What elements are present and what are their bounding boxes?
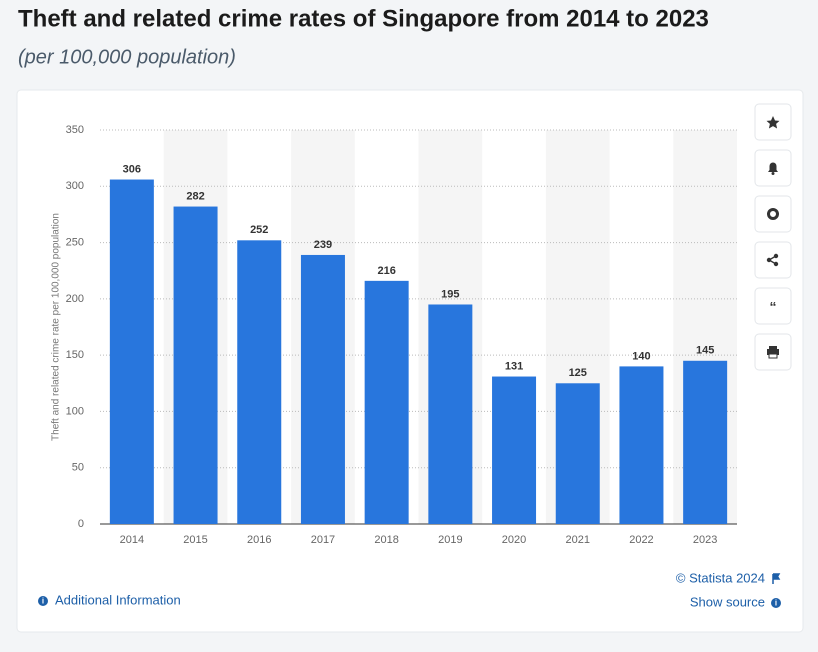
additional-info-link[interactable]: Additional Information [55,592,181,607]
x-tick-label: 2018 [374,534,398,546]
bar [237,240,282,524]
y-tick-label: 350 [66,124,84,136]
bar [683,360,728,524]
x-tick-label: 2023 [693,534,717,546]
x-tick-label: 2022 [629,534,653,546]
y-tick-label: 300 [66,180,84,192]
x-tick-label: 2015 [183,534,207,546]
y-tick-label: 250 [66,236,84,248]
bar [619,366,664,524]
print-button[interactable] [754,333,792,371]
value-label: 145 [696,345,714,357]
x-tick-label: 2019 [438,534,462,546]
value-label: 140 [632,350,650,362]
x-tick-label: 2020 [502,534,526,546]
y-tick-label: 100 [66,405,84,417]
value-label: 282 [186,190,204,202]
svg-text:i: i [42,597,44,606]
value-label: 216 [377,265,395,277]
chart-subtitle: (per 100,000 population) [18,46,236,68]
favorite-button[interactable] [754,103,792,141]
x-tick-label: 2021 [566,534,590,546]
notification-button[interactable] [754,149,792,187]
y-tick-label: 200 [66,293,84,305]
value-label: 239 [314,239,332,251]
bar [555,383,600,524]
x-tick-label: 2017 [311,534,335,546]
x-tick-label: 2014 [120,534,144,546]
bars: 2014 306 2015 282 2016 252 2017 239 2018 216 2019 1… [109,163,728,546]
y-axis-label: Theft and related crime rate per 100,000… [51,213,62,441]
value-label: 306 [123,163,141,175]
chart-title: Theft and related crime rates of Singapo… [18,5,709,32]
bar [109,179,154,524]
value-label: 131 [505,360,523,372]
footer: © Statista 2024 i Additional Information… [38,570,781,609]
show-source-link[interactable]: Show source [690,594,765,609]
value-label: 125 [569,367,587,379]
svg-text:i: i [775,599,777,608]
value-label: 195 [441,288,459,300]
y-tick-label: 50 [72,462,84,474]
y-tick-label: 0 [78,518,84,530]
bar [492,376,537,524]
bar [173,206,218,524]
x-tick-label: 2016 [247,534,271,546]
settings-button[interactable] [754,195,792,233]
toolbar: “ [754,103,792,371]
svg-text:“: “ [770,299,777,315]
cite-button[interactable]: “ [754,287,792,325]
bar [300,254,345,524]
share-button[interactable] [754,241,792,279]
copyright[interactable]: © Statista 2024 [676,570,765,585]
bar [428,304,473,524]
y-tick-label: 150 [66,349,84,361]
value-label: 252 [250,224,268,236]
bar [364,280,409,524]
